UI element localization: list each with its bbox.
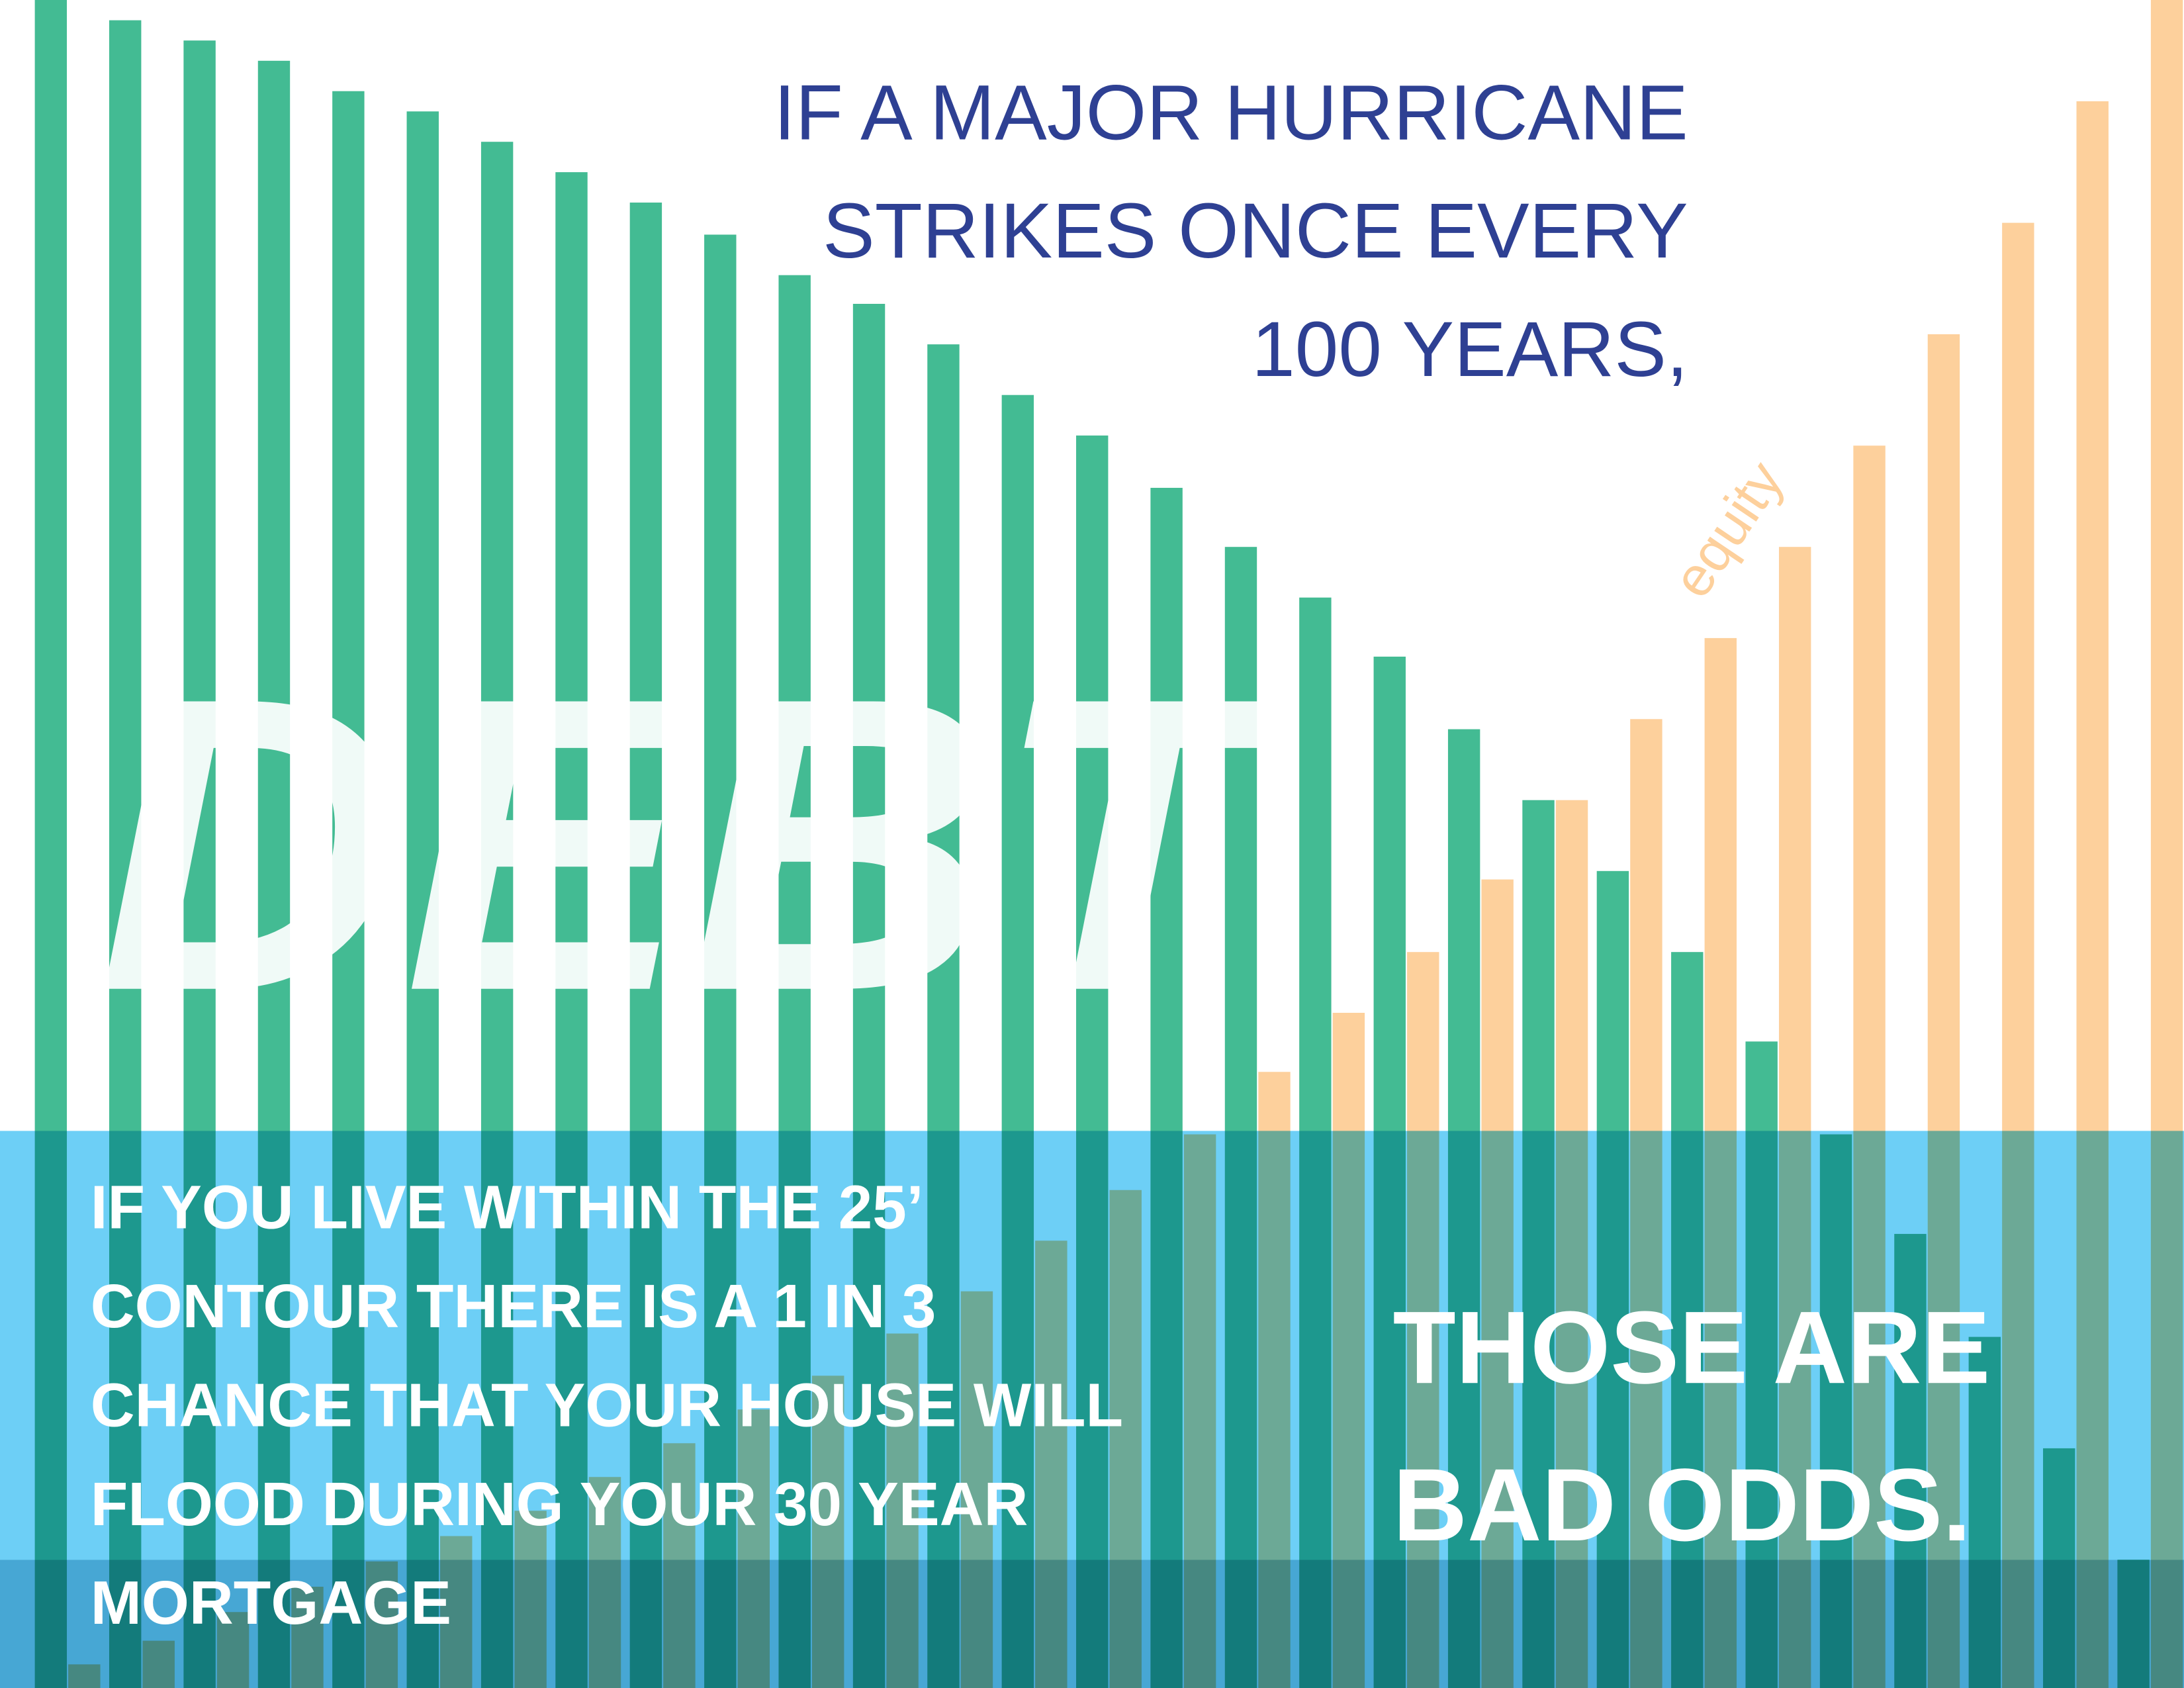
deep-water: [0, 1560, 2184, 1688]
debt-label: DEBT: [97, 611, 1286, 1078]
note-line: FLOOD DURING YOUR 30 YEAR: [91, 1470, 1028, 1538]
headline-line: IF A MAJOR HURRICANE: [774, 68, 1688, 156]
callout-line: THOSE ARE: [1393, 1289, 1991, 1405]
note-line: MORTGAGE: [91, 1568, 451, 1637]
note-line: IF YOU LIVE WITHIN THE 25’: [91, 1173, 924, 1242]
headline-line: STRIKES ONCE EVERY: [823, 187, 1688, 274]
headline-line: 100 YEARS,: [1251, 305, 1688, 393]
callout-line: BAD ODDS.: [1393, 1447, 1972, 1562]
note-line: CONTOUR THERE IS A 1 IN 3: [91, 1272, 936, 1340]
note-line: CHANCE THAT YOUR HOUSE WILL: [91, 1370, 1123, 1439]
